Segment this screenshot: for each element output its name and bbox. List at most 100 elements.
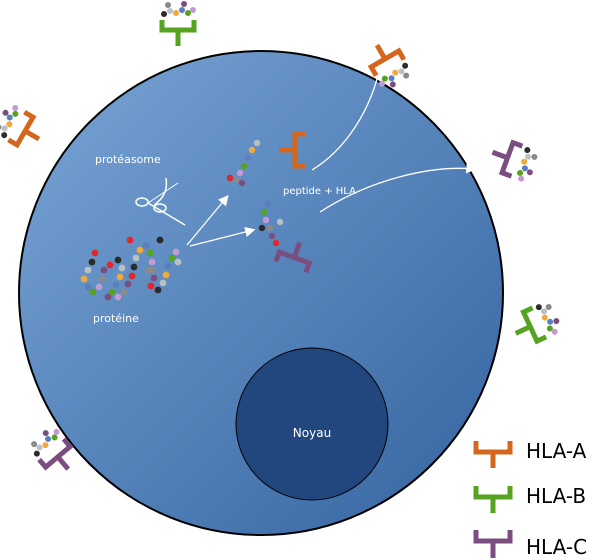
amino-acid-bead <box>541 308 548 315</box>
amino-acid-bead <box>89 288 97 296</box>
amino-acid-bead <box>36 444 43 451</box>
legend: HLA-A HLA-B HLA-C <box>473 439 587 559</box>
amino-acid-bead <box>244 154 252 162</box>
amino-acid-bead <box>51 434 58 441</box>
amino-acid-bead <box>392 69 399 76</box>
arrow-export-hla-c <box>319 163 477 213</box>
hla-a-receptor-top-right <box>367 43 410 88</box>
amino-acid-bead <box>114 293 122 301</box>
amino-acid-bead <box>531 153 538 160</box>
amino-acid-bead <box>264 200 272 208</box>
amino-acid-bead <box>253 139 261 147</box>
amino-acid-bead <box>236 169 244 177</box>
legend-label-hla-b: HLA-B <box>526 484 586 508</box>
amino-acid-bead <box>190 7 196 13</box>
amino-acid-bead <box>1 132 8 139</box>
legend-symbol-hla-b <box>473 486 513 513</box>
scissors-icon <box>135 177 186 226</box>
hla-c-receptor-bottom-left <box>31 428 74 471</box>
amino-acid-bead <box>161 11 167 17</box>
arrow-to-peptide-c <box>189 226 256 247</box>
amino-acid-bead <box>116 273 124 281</box>
amino-acid-bead <box>159 279 167 287</box>
amino-acid-bead <box>546 325 553 332</box>
amino-acid-bead <box>148 258 156 266</box>
amino-acid-bead <box>521 165 528 172</box>
amino-acid-bead <box>260 208 268 216</box>
amino-acid-bead <box>521 158 528 165</box>
amino-acid-bead <box>181 1 187 7</box>
amino-acid-bead <box>240 162 248 170</box>
amino-acid-bead <box>398 68 405 75</box>
amino-acid-bead <box>379 80 386 87</box>
amino-acid-bead <box>144 266 152 274</box>
amino-acid-bead <box>167 8 173 14</box>
hla-b-receptor-right <box>514 303 560 345</box>
amino-acid-bead <box>168 254 176 262</box>
amino-acid-bead <box>179 7 185 13</box>
amino-acid-bead <box>1 125 8 132</box>
amino-acid-bead <box>526 169 533 176</box>
hla-b-receptor-top <box>159 1 197 46</box>
amino-acid-bead <box>266 224 274 232</box>
amino-acid-bead <box>172 248 180 256</box>
amino-acid-bead <box>84 283 92 291</box>
hla-receptors <box>0 1 560 471</box>
amino-acid-bead <box>6 114 13 121</box>
amino-acid-bead <box>42 430 49 437</box>
amino-acid-bead <box>276 218 284 226</box>
protein-label: protéine <box>93 312 139 325</box>
amino-acid-bead <box>106 261 114 269</box>
legend-item-hla-b: HLA-B <box>473 484 586 513</box>
legend-symbol-hla-a <box>473 441 513 468</box>
amino-acid-bead <box>389 81 396 88</box>
hla-c-receptor-inside <box>273 241 313 274</box>
arrow-export-hla-a <box>311 59 385 171</box>
amino-acid-bead <box>402 62 409 69</box>
proteasome-label: protéasome <box>95 153 161 166</box>
amino-acid-bead <box>98 275 106 283</box>
amino-acid-bead <box>535 304 542 311</box>
amino-acid-bead <box>238 179 246 187</box>
amino-acid-bead <box>118 264 126 272</box>
nucleus-label: Noyau <box>293 426 331 440</box>
amino-acid-bead <box>130 263 138 271</box>
amino-acid-bead <box>84 266 92 274</box>
amino-acid-bead <box>258 224 266 232</box>
peptide-inside-a <box>226 139 261 187</box>
amino-acid-bead <box>185 10 191 16</box>
amino-acid-bead <box>553 318 560 325</box>
amino-acid-bead <box>547 318 554 325</box>
amino-acid-bead <box>91 249 99 257</box>
amino-acid-bead <box>80 275 88 283</box>
legend-label-hla-a: HLA-A <box>526 439 587 463</box>
amino-acid-bead <box>156 236 164 244</box>
amino-acid-bead <box>173 10 179 16</box>
amino-acid-bead <box>31 441 38 448</box>
amino-acid-bead <box>388 75 395 82</box>
amino-acid-bead <box>12 110 19 117</box>
amino-acid-bead <box>518 175 525 182</box>
legend-symbol-hla-c <box>473 530 513 558</box>
arrow-to-peptide-a <box>186 195 229 246</box>
amino-acid-bead <box>33 450 40 457</box>
amino-acid-bead <box>112 281 120 289</box>
hla-c-receptor-right <box>491 139 538 182</box>
protein-chain <box>80 236 182 301</box>
hla-a-receptor-left <box>0 105 41 149</box>
amino-acid-bead <box>164 262 172 270</box>
amino-acid-bead <box>120 288 128 296</box>
amino-acid-bead <box>232 176 240 184</box>
amino-acid-bead <box>162 271 170 279</box>
legend-item-hla-c: HLA-C <box>473 530 587 559</box>
amino-acid-bead <box>149 266 157 274</box>
amino-acid-bead <box>108 288 116 296</box>
amino-acid-bead <box>142 242 150 250</box>
amino-acid-bead <box>2 109 9 116</box>
amino-acid-bead <box>104 293 112 301</box>
amino-acid-bead <box>541 314 548 321</box>
amino-acid-bead <box>381 75 388 82</box>
amino-acid-bead <box>525 153 532 160</box>
amino-acid-bead <box>272 239 280 247</box>
